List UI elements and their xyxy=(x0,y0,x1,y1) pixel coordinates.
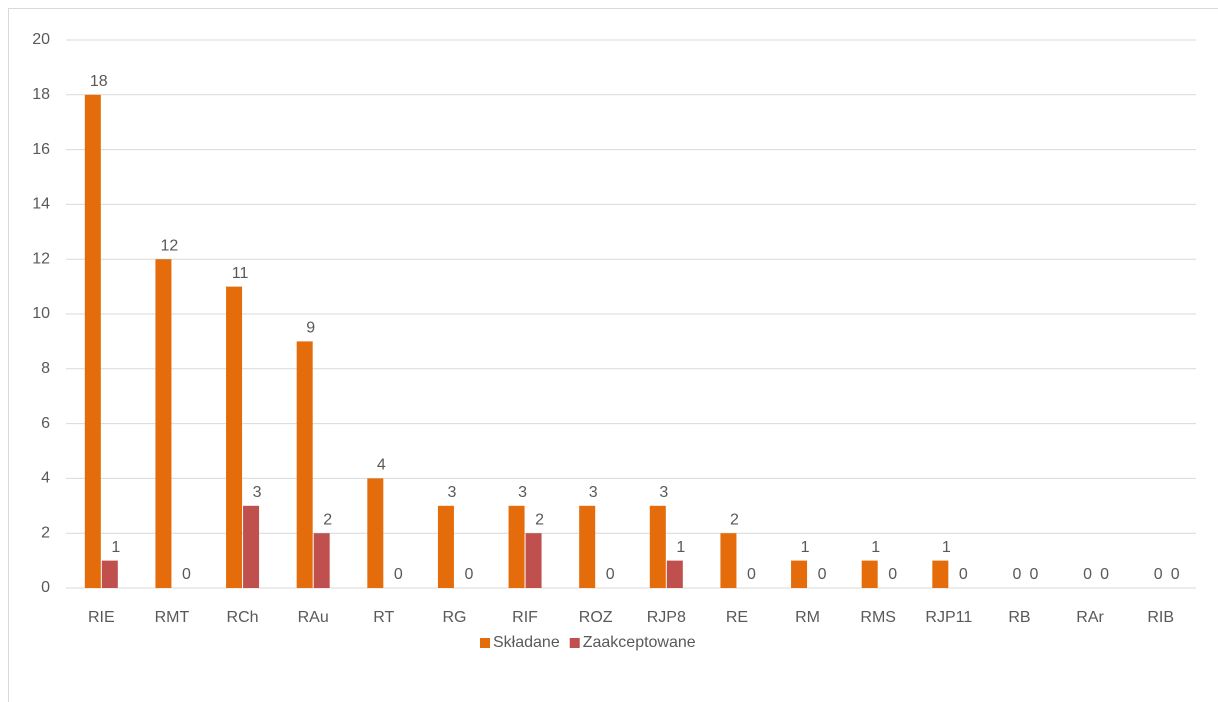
data-label: 1 xyxy=(942,539,951,556)
x-tick-label: RIE xyxy=(88,609,115,626)
x-tick-label: RCh xyxy=(227,609,259,626)
y-tick-label: 16 xyxy=(32,141,50,158)
bar xyxy=(437,505,454,588)
data-label: 3 xyxy=(659,484,668,501)
x-tick-label: RJP11 xyxy=(925,609,972,626)
y-tick-label: 8 xyxy=(41,360,50,377)
data-label: 3 xyxy=(447,484,456,501)
bar xyxy=(508,505,525,588)
data-label: 0 xyxy=(1083,566,1092,583)
data-label: 1 xyxy=(111,539,120,556)
data-label: 0 xyxy=(888,566,897,583)
x-tick-label: RIB xyxy=(1147,609,1174,626)
data-label: 0 xyxy=(606,566,615,583)
data-label: 2 xyxy=(323,511,332,528)
bar xyxy=(525,533,542,588)
data-label: 1 xyxy=(676,539,685,556)
y-tick-label: 18 xyxy=(32,86,50,103)
legend-label: Składane xyxy=(493,634,560,651)
bar xyxy=(666,560,683,588)
bar xyxy=(579,505,596,588)
data-label: 3 xyxy=(253,484,262,501)
data-label: 3 xyxy=(518,484,527,501)
x-tick-label: RMS xyxy=(860,609,896,626)
data-label: 0 xyxy=(1012,566,1021,583)
bar xyxy=(243,505,260,588)
bar xyxy=(367,478,384,588)
data-label: 0 xyxy=(1154,566,1163,583)
bar xyxy=(791,560,808,588)
x-tick-label: RMT xyxy=(155,609,190,626)
data-label: 3 xyxy=(589,484,598,501)
y-tick-label: 12 xyxy=(32,250,50,267)
y-tick-label: 10 xyxy=(32,305,50,322)
y-tick-label: 14 xyxy=(32,196,50,213)
x-tick-label: RB xyxy=(1008,609,1030,626)
bar xyxy=(296,341,313,588)
x-tick-label: ROZ xyxy=(579,609,613,626)
legend-swatch xyxy=(480,638,490,648)
data-label: 0 xyxy=(394,566,403,583)
data-label: 0 xyxy=(818,566,827,583)
x-tick-label: RE xyxy=(726,609,748,626)
x-tick-label: RAr xyxy=(1076,609,1104,626)
y-tick-label: 6 xyxy=(41,415,50,432)
x-tick-label: RT xyxy=(373,609,394,626)
data-label: 0 xyxy=(747,566,756,583)
bar xyxy=(226,286,243,588)
data-label: 2 xyxy=(730,511,739,528)
bar xyxy=(155,259,172,588)
bar xyxy=(84,94,101,589)
data-label: 12 xyxy=(161,237,179,254)
y-tick-label: 0 xyxy=(41,579,50,596)
legend-label: Zaakceptowane xyxy=(583,634,696,651)
x-tick-label: RAu xyxy=(298,609,329,626)
x-tick-label: RM xyxy=(795,609,820,626)
bar xyxy=(861,560,878,588)
y-tick-label: 20 xyxy=(32,31,50,48)
data-label: 0 xyxy=(182,566,191,583)
data-label: 18 xyxy=(90,73,108,90)
bar xyxy=(932,560,949,588)
bar xyxy=(649,505,666,588)
data-label: 11 xyxy=(232,265,249,282)
data-label: 0 xyxy=(959,566,968,583)
chart-frame xyxy=(8,8,1218,702)
data-label: 9 xyxy=(306,320,315,337)
data-label: 0 xyxy=(1029,566,1038,583)
x-tick-label: RG xyxy=(442,609,466,626)
data-label: 0 xyxy=(464,566,473,583)
bar xyxy=(101,560,118,588)
x-tick-label: RIF xyxy=(512,609,538,626)
y-tick-label: 2 xyxy=(41,524,50,541)
bar xyxy=(313,533,330,588)
data-label: 0 xyxy=(1171,566,1180,583)
data-label: 0 xyxy=(1100,566,1109,583)
data-label: 4 xyxy=(377,457,386,474)
bar xyxy=(720,533,737,588)
data-label: 1 xyxy=(801,539,810,556)
legend-swatch xyxy=(569,638,580,648)
x-tick-label: RJP8 xyxy=(647,609,686,626)
data-label: 2 xyxy=(535,511,544,528)
y-tick-label: 4 xyxy=(41,470,50,487)
data-label: 1 xyxy=(871,539,880,556)
